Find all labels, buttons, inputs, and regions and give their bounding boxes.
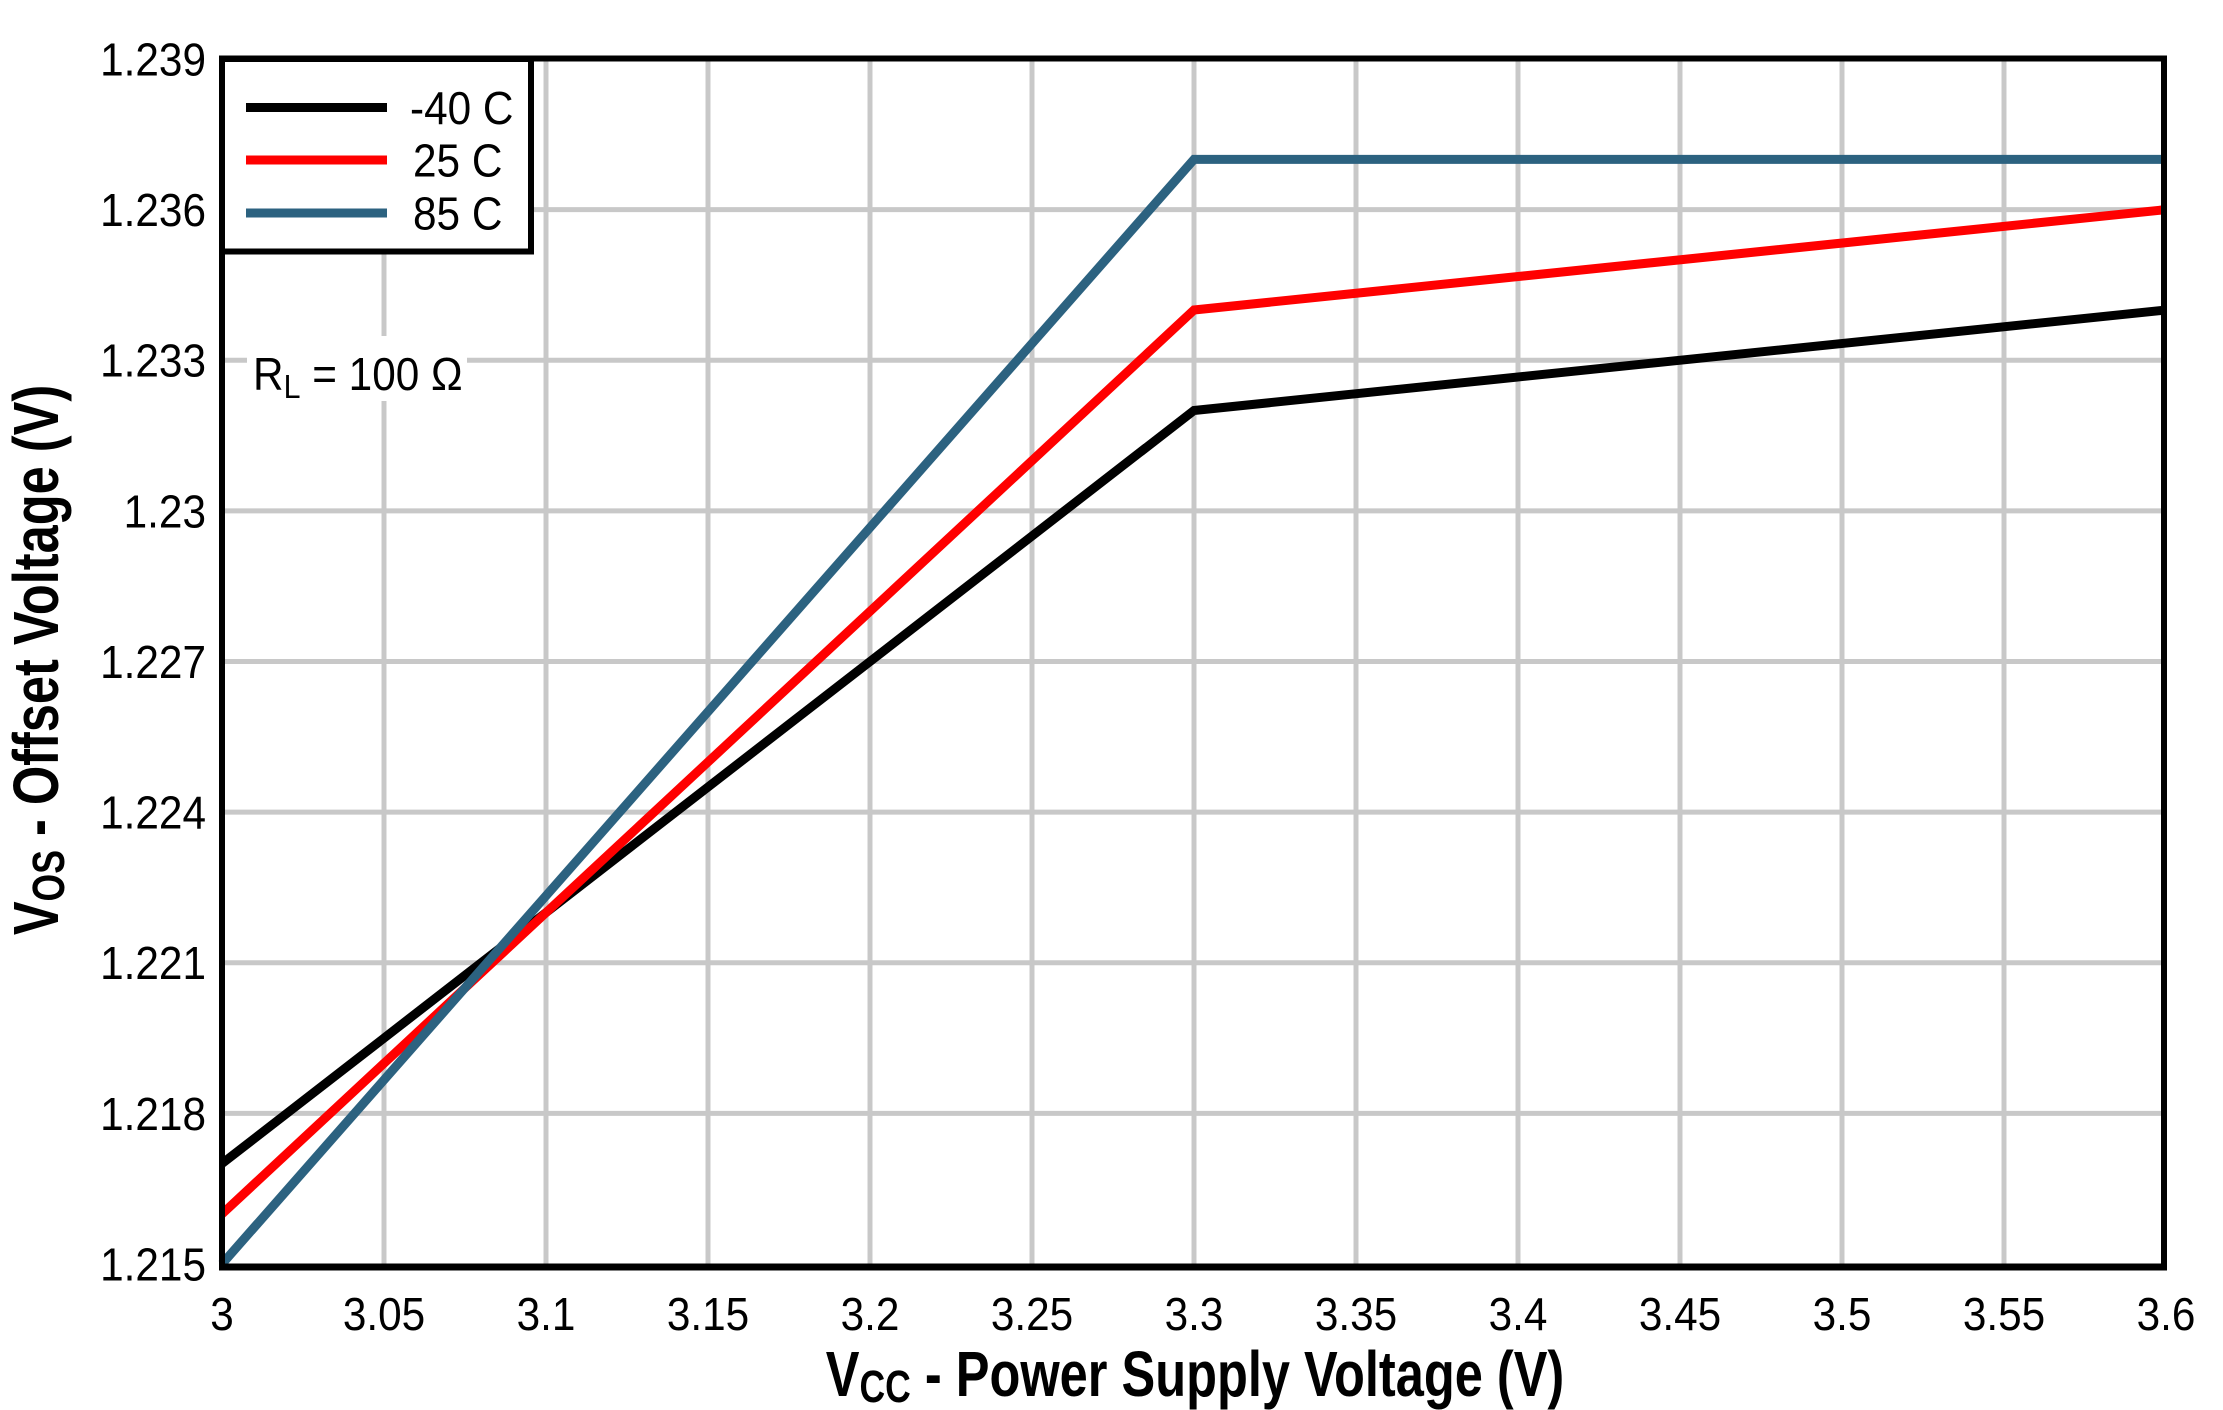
svg-text:1.221: 1.221 xyxy=(100,939,206,990)
svg-text:3.6: 3.6 xyxy=(2137,1289,2196,1340)
svg-text:3.25: 3.25 xyxy=(991,1289,1073,1340)
svg-text:3: 3 xyxy=(210,1289,234,1340)
svg-text:3.2: 3.2 xyxy=(841,1289,900,1340)
svg-text:1.239: 1.239 xyxy=(100,35,206,86)
svg-text:1.233: 1.233 xyxy=(100,336,206,387)
svg-text:3.1: 3.1 xyxy=(517,1289,576,1340)
svg-text:VOS - Offset Voltage (V): VOS - Offset Voltage (V) xyxy=(1,385,74,935)
svg-text:3.3: 3.3 xyxy=(1165,1289,1224,1340)
svg-text:1.215: 1.215 xyxy=(100,1240,206,1291)
svg-text:3.35: 3.35 xyxy=(1315,1289,1397,1340)
svg-text:25 C: 25 C xyxy=(413,136,502,187)
svg-text:3.05: 3.05 xyxy=(343,1289,425,1340)
svg-text:-40 C: -40 C xyxy=(410,83,513,134)
svg-text:3.55: 3.55 xyxy=(1963,1289,2045,1340)
svg-text:1.236: 1.236 xyxy=(100,185,206,236)
svg-text:1.218: 1.218 xyxy=(100,1089,206,1140)
svg-text:85 C: 85 C xyxy=(413,189,502,240)
svg-text:VCC - Power Supply Voltage (V): VCC - Power Supply Voltage (V) xyxy=(826,1339,1564,1410)
svg-text:1.227: 1.227 xyxy=(100,637,206,688)
svg-text:3.45: 3.45 xyxy=(1639,1289,1721,1340)
svg-text:1.224: 1.224 xyxy=(100,788,206,839)
svg-text:3.5: 3.5 xyxy=(1813,1289,1872,1340)
svg-text:RL = 100 Ω: RL = 100 Ω xyxy=(253,349,463,405)
svg-text:3.4: 3.4 xyxy=(1489,1289,1548,1340)
svg-text:3.15: 3.15 xyxy=(667,1289,749,1340)
svg-text:1.23: 1.23 xyxy=(124,487,206,538)
